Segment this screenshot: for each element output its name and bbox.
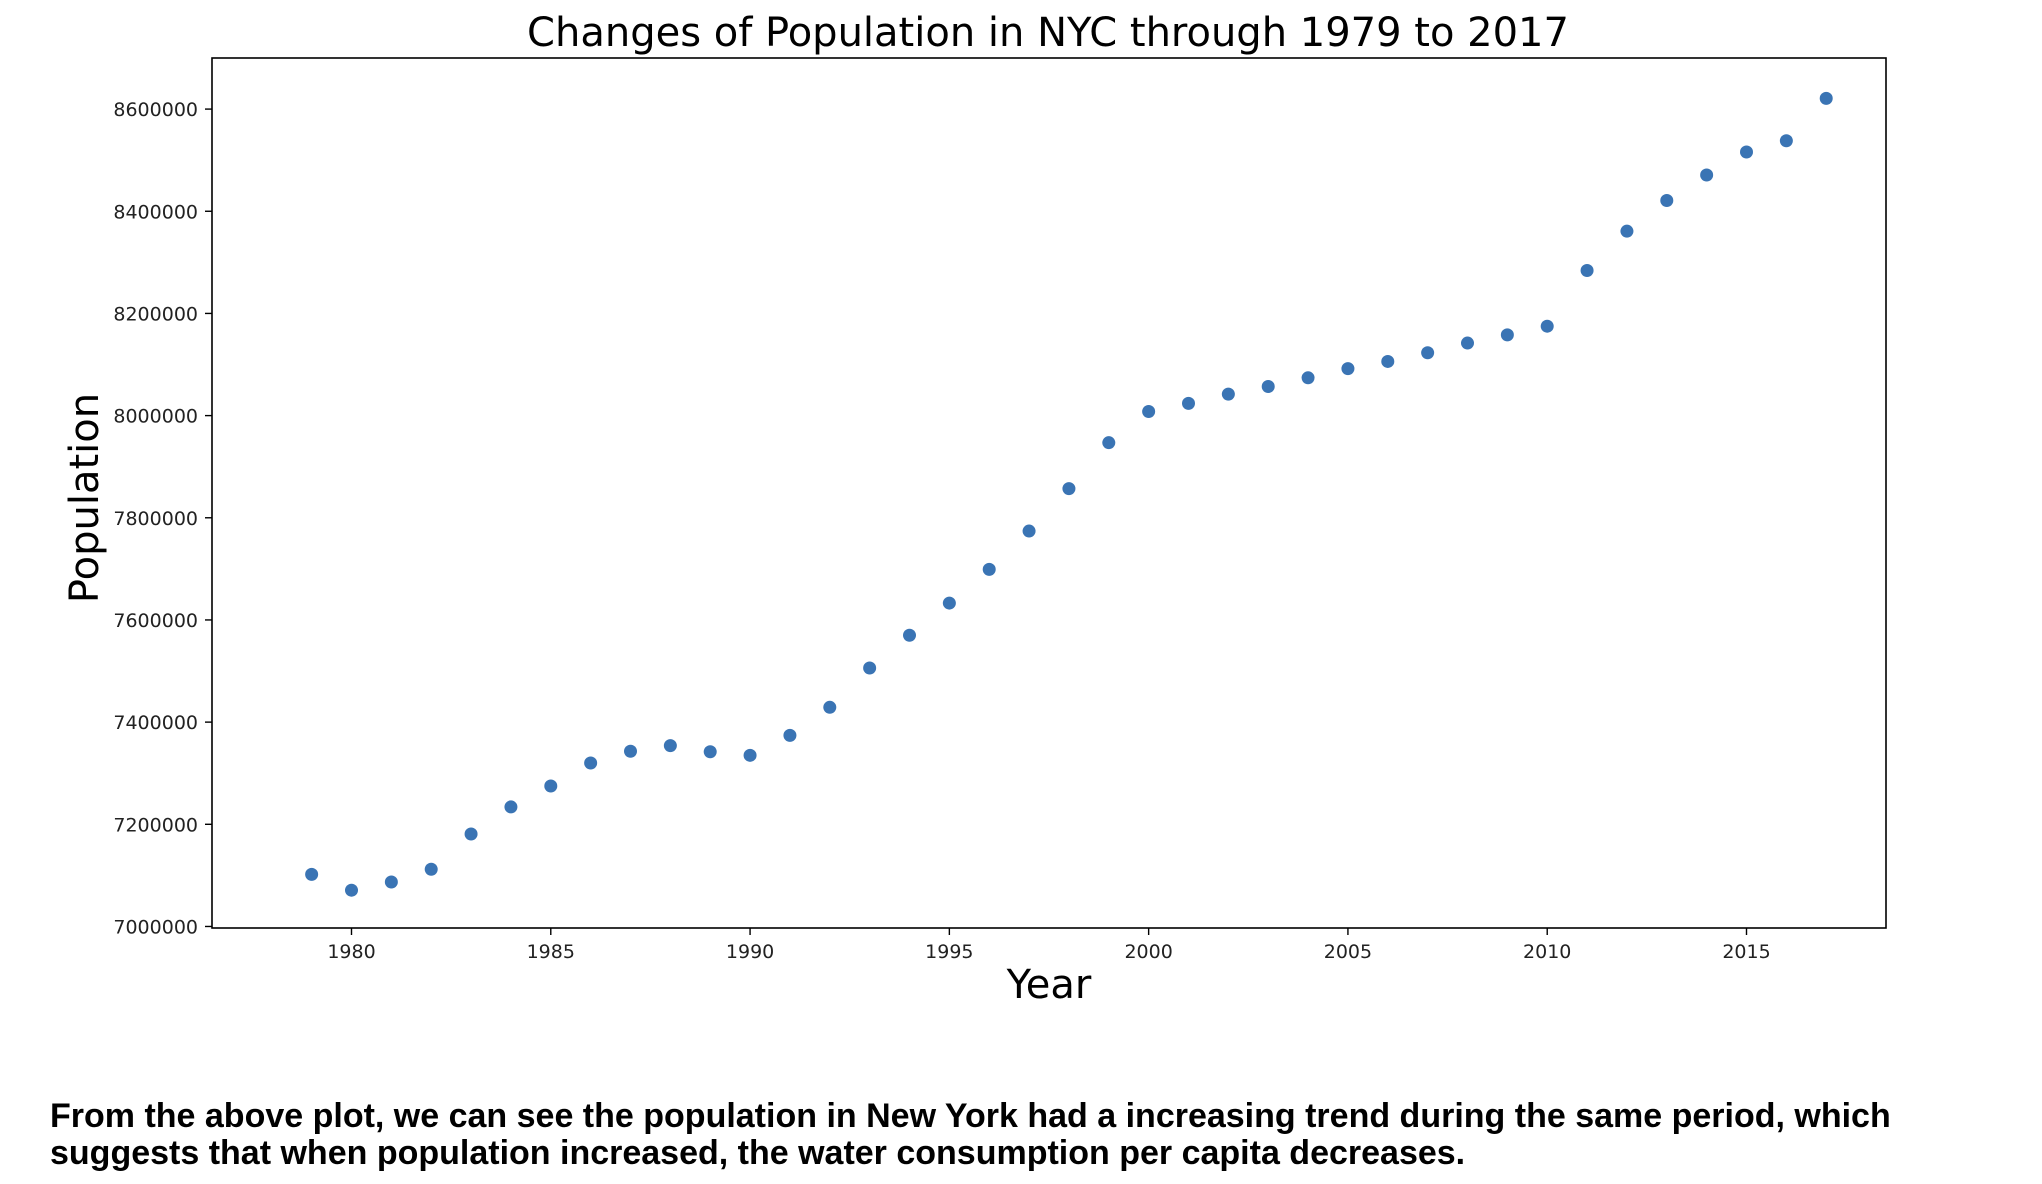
scatter-point [345, 883, 358, 897]
scatter-point [305, 867, 319, 881]
scatter-point [1819, 91, 1833, 105]
scatter-point [1142, 405, 1156, 419]
x-axis-label: Year [1006, 962, 1092, 1008]
x-tick-label: 2010 [1523, 941, 1571, 963]
scatter-point [544, 779, 558, 793]
scatter-point [1461, 336, 1474, 350]
scatter-point [1580, 264, 1594, 278]
axis-ticks: 1980 1985 1990 1995 2000 2005 2010 2015 7000000 7… [113, 99, 1770, 963]
x-tick-label: 2000 [1124, 941, 1172, 963]
scatter-point [863, 661, 877, 675]
scatter-point [384, 875, 398, 889]
scatter-point [1779, 134, 1793, 148]
x-tick-label: 1990 [726, 941, 774, 963]
scatter-point [1062, 482, 1076, 496]
scatter-point [1660, 194, 1674, 208]
x-tick-label: 2005 [1324, 941, 1372, 963]
y-tick-label: 8000000 [113, 406, 198, 428]
y-tick-label: 8200000 [113, 303, 198, 325]
plot-area-frame [211, 57, 1887, 929]
y-tick-label: 8600000 [113, 99, 198, 121]
scatter-point [1221, 387, 1235, 401]
population-scatter-chart: Changes of Population in NYC through 197… [62, 10, 1887, 1008]
scatter-point [424, 862, 438, 876]
analysis-caption: From the above plot, we can see the popu… [50, 1097, 1891, 1172]
scatter-point [743, 748, 757, 762]
scatter-point [1700, 168, 1714, 182]
scatter-point [903, 628, 916, 642]
scatter-point [1500, 328, 1514, 342]
x-tick-label: 2015 [1722, 941, 1770, 963]
scatter-point [1740, 145, 1753, 159]
scatter-point [1182, 396, 1195, 410]
scatter-point [942, 596, 956, 610]
scatter-point [464, 827, 478, 841]
x-tick-label: 1995 [925, 941, 973, 963]
chart-title: Changes of Population in NYC through 197… [527, 10, 1569, 56]
x-tick-label: 1980 [327, 941, 375, 963]
y-tick-label: 7000000 [113, 916, 198, 938]
scatter-point [624, 744, 637, 758]
scatter-point [584, 756, 598, 770]
scatter-point [1341, 362, 1355, 376]
scatter-point [703, 745, 717, 759]
scatter-point [1102, 436, 1116, 450]
y-tick-label: 8400000 [113, 201, 198, 223]
scatter-point [783, 728, 797, 742]
y-tick-label: 7800000 [113, 508, 198, 530]
scatter-point [1301, 371, 1315, 385]
y-tick-label: 7200000 [113, 814, 198, 836]
scatter-point [504, 800, 518, 814]
scatter-point [1381, 354, 1395, 368]
scatter-point [982, 562, 996, 576]
scatter-point [823, 700, 837, 714]
y-tick-label: 7600000 [113, 610, 198, 632]
scatter-point [1022, 524, 1036, 538]
scatter-point [1620, 224, 1634, 238]
scatter-point [663, 739, 677, 753]
scatter-point [1261, 379, 1275, 393]
data-points [305, 91, 1833, 897]
y-tick-label: 7400000 [113, 712, 198, 734]
scatter-point [1421, 346, 1435, 360]
x-tick-label: 1985 [527, 941, 575, 963]
scatter-point [1540, 319, 1554, 333]
y-axis-label: Population [62, 393, 108, 603]
